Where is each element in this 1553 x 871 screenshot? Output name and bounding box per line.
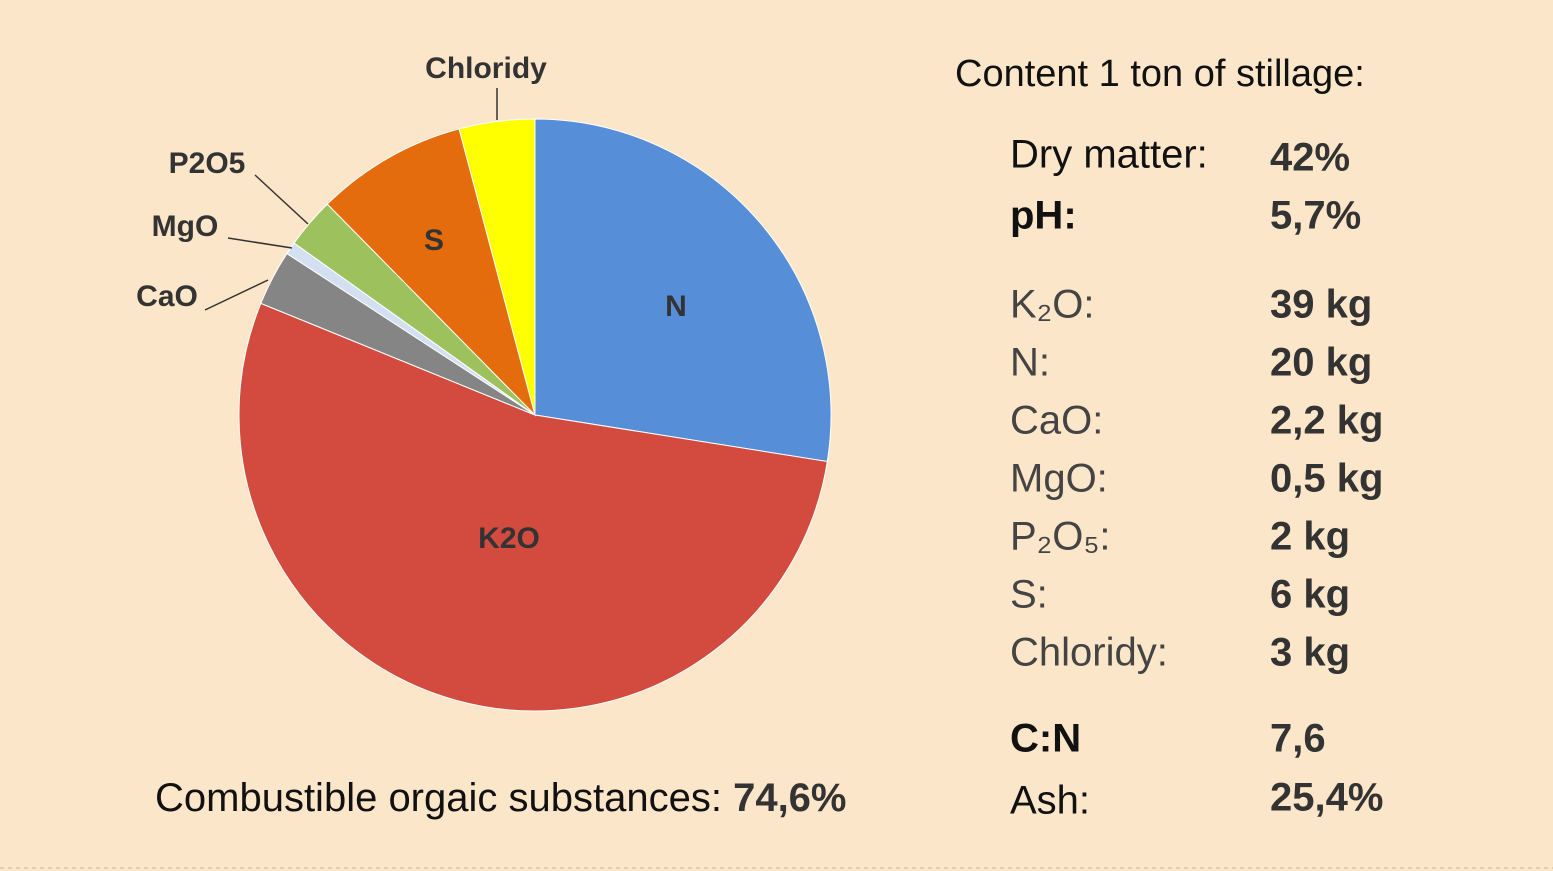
row-label: Dry matter: xyxy=(1010,133,1208,177)
leader-line xyxy=(204,279,269,311)
row-label: Ash: xyxy=(1010,779,1090,823)
row-label: pH: xyxy=(1010,194,1077,238)
leader-line xyxy=(227,237,293,249)
row-value: 3 kg xyxy=(1270,631,1350,675)
row-value: 42% xyxy=(1270,136,1350,180)
row-value: 2,2 kg xyxy=(1270,399,1383,443)
row-value: 20 kg xyxy=(1270,341,1372,385)
row-value: 39 kg xyxy=(1270,283,1372,327)
row-value: 6 kg xyxy=(1270,573,1350,617)
row-label: N: xyxy=(1010,341,1050,385)
row-label: C:N xyxy=(1010,717,1081,761)
pie-slice xyxy=(534,118,832,463)
footer-label: Combustible orgaic substances: xyxy=(155,776,722,820)
row-value: 5,7% xyxy=(1270,194,1361,238)
pie-slice xyxy=(458,118,536,416)
footer-value: 74,6% xyxy=(733,776,846,820)
slice-label: S xyxy=(424,224,444,257)
slice-label: CaO xyxy=(136,280,198,313)
row-value: 0,5 kg xyxy=(1270,457,1383,501)
row-value: 2 kg xyxy=(1270,515,1350,559)
slice-label: N xyxy=(665,290,687,323)
row-label: S: xyxy=(1010,573,1048,617)
row-value: 7,6 xyxy=(1270,717,1326,761)
leader-line xyxy=(254,174,309,225)
pie-chart: N K2O CaO MgO P2O5 S Chloridy xyxy=(136,52,832,712)
row-label: CaO: xyxy=(1010,399,1103,443)
row-label: MgO: xyxy=(1010,457,1108,501)
pie-slice xyxy=(238,302,828,712)
slice-label: MgO xyxy=(152,210,219,243)
content-table: Dry matter: 42% pH: 5,7% K₂O: 39 kg N: 2… xyxy=(1010,133,1383,823)
footer: Combustible orgaic substances: 74,6% xyxy=(155,776,847,820)
slice-label: K2O xyxy=(478,522,540,555)
row-label: Chloridy: xyxy=(1010,631,1168,675)
row-label: K₂O: xyxy=(1010,283,1094,327)
table-title: Content 1 ton of stillage: xyxy=(955,53,1365,95)
pie-slice xyxy=(326,128,536,417)
row-label: P₂O₅: xyxy=(1010,515,1111,559)
slice-label: Chloridy xyxy=(425,52,547,85)
slice-label: P2O5 xyxy=(169,147,246,180)
row-value: 25,4% xyxy=(1270,776,1383,820)
